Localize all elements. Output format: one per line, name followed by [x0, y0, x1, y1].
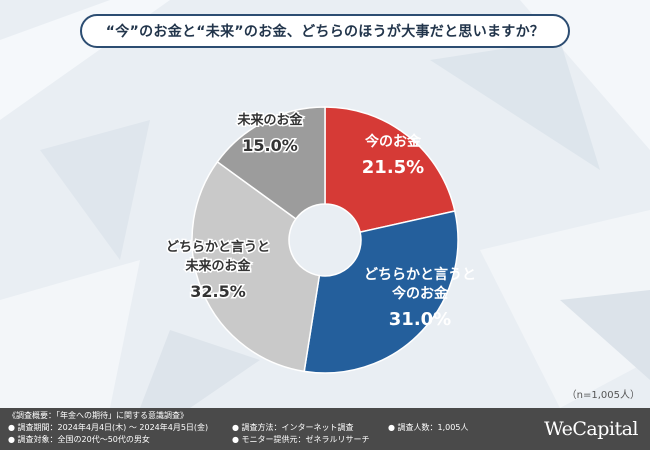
survey-provider: ● モニター提供元：ゼネラルリサーチ	[232, 435, 370, 444]
slice-value-0: 21.5%	[362, 157, 424, 178]
slice-value-2: 32.5%	[190, 282, 246, 301]
background-shapes	[0, 0, 650, 408]
brand-logo: WeCapital	[544, 418, 638, 440]
donut-slice-2	[191, 160, 321, 373]
survey-method: ● 調査方法：インターネット調査	[232, 423, 354, 432]
slice-label-3-line-0: 未来のお金	[236, 112, 303, 128]
chart-title: “今”のお金と“未来”のお金、どちらのほうが大事だと思いますか？	[80, 14, 570, 48]
slice-value-1: 31.0%	[389, 309, 451, 330]
slice-label-0-line-0: 今のお金	[364, 133, 422, 150]
donut-slice-3	[216, 106, 326, 220]
donut-slice-0	[324, 106, 456, 234]
survey-period: ● 調査期間：2024年4月4日(木) ～ 2024年4月5日(金)	[8, 423, 209, 432]
survey-name: 《調査概要：「年金への期待」に関する意識調査》	[8, 411, 188, 420]
slice-label-2-line-1: 未来のお金	[184, 258, 251, 274]
survey-target: ● 調査対象：全国の20代～50代の男女	[8, 435, 150, 444]
donut-slice-1	[303, 210, 459, 374]
sample-size-note: （n=1,005人）	[566, 390, 640, 401]
survey-respondents: ● 調査人数：1,005人	[388, 423, 469, 432]
donut-chart: 今のお金21.5%どちらかと言うと今のお金31.0%どちらかと言うと未来のお金3…	[164, 106, 476, 374]
slice-label-1-line-1: 今のお金	[391, 285, 449, 302]
slice-label-1-line-0: どちらかと言うと	[364, 266, 476, 283]
slice-value-3: 15.0%	[242, 136, 298, 155]
survey-footer: 《調査概要：「年金への期待」に関する意識調査》 ● 調査期間：2024年4月4日…	[0, 408, 650, 450]
slice-label-2-line-0: どちらかと言うと	[166, 239, 270, 255]
